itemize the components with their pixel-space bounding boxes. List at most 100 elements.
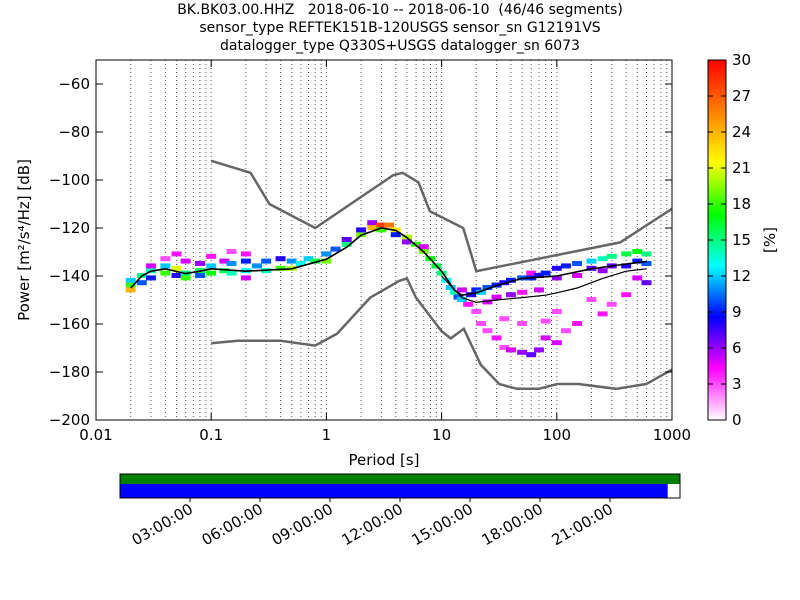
histogram-cell	[551, 309, 562, 314]
histogram-cell	[641, 251, 652, 257]
histogram-cell	[621, 292, 632, 298]
histogram-cell	[560, 328, 571, 334]
histogram-cell	[517, 349, 528, 355]
colorbar-tick-label: 3	[732, 375, 742, 393]
histogram-cell	[171, 273, 182, 278]
histogram-cell	[295, 261, 306, 266]
histogram-cell	[572, 321, 583, 326]
histogram-cell	[411, 241, 422, 247]
x-tick-label: 0.01	[79, 426, 112, 444]
colorbar-tick-label: 12	[732, 267, 751, 285]
y-axis-label: Power [m²/s⁴/Hz] [dB]	[15, 159, 33, 321]
histogram-cell	[275, 265, 286, 271]
colorbar-tick-label: 30	[732, 51, 751, 69]
histogram-cell	[160, 263, 171, 269]
y-tick-label: −120	[49, 219, 90, 237]
histogram-cell	[551, 265, 562, 271]
colorbar-label: [%]	[761, 227, 779, 253]
noise-model-high	[210, 159, 672, 273]
histogram-cell	[505, 292, 516, 298]
coverage-time-label: 09:00:00	[269, 500, 336, 549]
histogram-cell	[240, 275, 251, 281]
chart-title-line-2: sensor_type REFTEK151B-120USGS sensor_sn…	[199, 20, 601, 36]
histogram-cell	[499, 316, 510, 322]
colorbar-tick-label: 24	[732, 123, 751, 141]
histogram-cell	[367, 225, 378, 230]
histogram-cell	[597, 256, 608, 262]
histogram-cell	[572, 273, 583, 278]
histogram-cell	[606, 253, 617, 259]
histogram-cell	[533, 287, 544, 293]
x-tick-label: 1000	[653, 426, 691, 444]
histogram-cell	[384, 222, 395, 228]
histogram-cell	[476, 289, 487, 295]
histogram-cell	[125, 282, 136, 288]
histogram-cell	[597, 311, 608, 317]
histogram-cell	[145, 275, 156, 281]
colorbar-tick-label: 6	[732, 339, 742, 357]
noise-model-low	[211, 276, 672, 391]
histogram-cell	[551, 275, 562, 281]
histogram-cell	[219, 268, 230, 274]
histogram-cell	[275, 256, 286, 262]
histogram-cell	[463, 301, 474, 307]
coverage-bar-bottom	[120, 484, 668, 498]
histogram-cell	[586, 258, 597, 264]
histogram-cell	[286, 258, 297, 264]
histogram-cell	[533, 347, 544, 353]
histogram-cell	[240, 258, 251, 264]
histogram-cell	[240, 251, 251, 257]
histogram-cell	[632, 258, 643, 264]
histogram-cell	[560, 263, 571, 269]
histogram-cell	[376, 227, 387, 233]
histogram-cell	[540, 270, 551, 276]
y-tick-label: −180	[49, 363, 90, 381]
histogram-cell	[449, 289, 460, 295]
colorbar-tick-label: 18	[732, 195, 751, 213]
histogram-cell	[180, 258, 191, 264]
histogram-cell	[341, 241, 352, 247]
histogram-cell	[226, 249, 237, 254]
histogram-cell	[456, 297, 467, 302]
histogram-cell	[125, 277, 136, 283]
histogram-cell	[171, 251, 182, 257]
histogram-cell	[226, 270, 237, 276]
x-tick-label: 1	[322, 426, 332, 444]
histogram-cell	[505, 277, 516, 283]
plot-frame	[95, 59, 673, 421]
histogram-cell	[572, 261, 583, 266]
histogram-cell	[540, 335, 551, 341]
histogram-cell	[526, 352, 537, 358]
histogram-cell	[252, 263, 263, 269]
x-tick-label: 100	[542, 426, 571, 444]
histogram-cell	[641, 280, 652, 286]
coverage-time-label: 03:00:00	[129, 500, 196, 549]
histogram-cell	[261, 258, 272, 264]
histogram-cell	[597, 268, 608, 274]
histogram-cell	[206, 270, 217, 276]
histogram-cell	[160, 270, 171, 276]
histogram-cell	[321, 251, 332, 257]
y-tick-label: −200	[49, 411, 90, 429]
histogram-cell	[195, 273, 206, 278]
coverage-time-label: 15:00:00	[409, 500, 476, 549]
histogram-cell	[621, 251, 632, 257]
histogram-cell	[476, 321, 487, 326]
histogram-cell	[356, 227, 367, 233]
histogram-cell	[482, 285, 493, 290]
histogram-cell	[136, 280, 147, 286]
histogram-cell	[606, 301, 617, 307]
plot-area	[96, 60, 672, 420]
histogram-cell	[330, 246, 341, 252]
mode-curve	[130, 227, 647, 297]
histogram-cell	[491, 294, 502, 300]
y-tick-label: −80	[58, 123, 90, 141]
histogram-cell	[310, 258, 321, 264]
histogram-cell	[466, 292, 476, 298]
histogram-cell	[418, 244, 429, 250]
histogram-cell	[533, 273, 544, 278]
histogram-cell	[471, 309, 482, 314]
histogram-cell	[445, 285, 456, 290]
histogram-cell	[540, 318, 551, 324]
